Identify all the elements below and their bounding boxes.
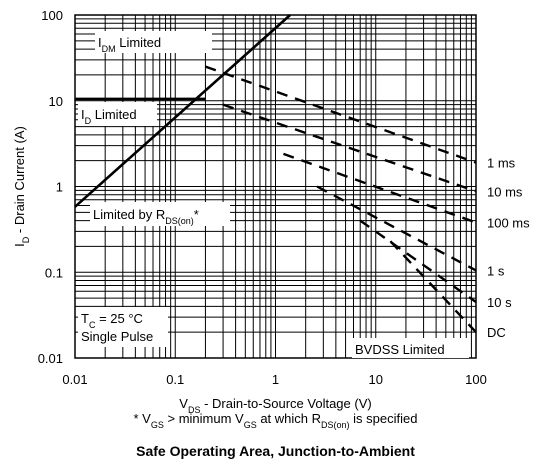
annotation-single-pulse: Single Pulse	[81, 329, 153, 344]
rds-label-bg	[90, 202, 230, 226]
annotation-tc: TC = 25 °C	[81, 311, 143, 330]
bvdss-label-bg	[352, 338, 469, 358]
y-tick-label: 0.01	[38, 351, 63, 366]
y-tick-label: 100	[41, 8, 63, 23]
chart-title: Safe Operating Area, Junction-to-Ambient	[136, 443, 415, 459]
curve-label: 1 s	[487, 263, 505, 278]
annotation-id-limited: ID Limited	[81, 107, 137, 126]
x-tick-label: 1	[272, 372, 279, 387]
annotation-idm-limited: IDM Limited	[98, 35, 161, 54]
x-tick-label: 100	[465, 372, 487, 387]
y-tick-label: 10	[49, 94, 63, 109]
x-tick-label: 0.1	[166, 372, 184, 387]
curve-label: 100 ms	[487, 216, 530, 231]
limit-line	[74, 14, 292, 208]
soa-curve-dashed	[359, 219, 477, 303]
curve-label: DC	[487, 325, 506, 340]
y-tick-label: 0.1	[45, 265, 63, 280]
soa-curve-dashed	[205, 65, 477, 164]
id-label-bg	[78, 102, 157, 126]
x-tick-label: 0.01	[62, 372, 87, 387]
soa-curve-dashed	[283, 152, 477, 224]
soa-curve-dashed	[316, 185, 477, 272]
plot-frame	[74, 14, 477, 359]
y-axis-title: ID - Drain Current (A)	[12, 126, 31, 247]
curve-label: 10 s	[487, 295, 512, 310]
x-tick-label: 10	[369, 372, 383, 387]
annotation-rds-limited: Limited by RDS(on)*	[93, 207, 199, 226]
soa-curve-dashed	[389, 240, 477, 334]
x-axis-title: VDS - Drain-to-Source Voltage (V)	[179, 396, 371, 415]
curve-label: 1 ms	[487, 156, 516, 171]
idm-label-bg	[95, 31, 212, 53]
annotation-bvdss-limited: BVDSS Limited	[355, 342, 445, 357]
y-tick-label: 1	[56, 180, 63, 195]
curve-label: 10 ms	[487, 184, 523, 199]
soa-curve-dashed	[222, 103, 477, 193]
tc-label-bg	[78, 307, 168, 347]
footnote: * VGS > minimum VGS at which RDS(on) is …	[134, 411, 418, 430]
